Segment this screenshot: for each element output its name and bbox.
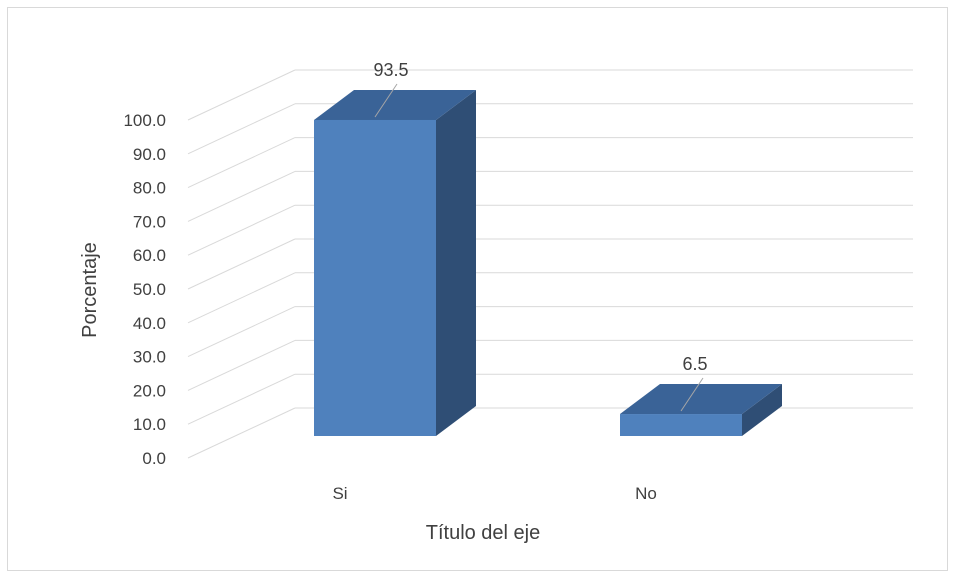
data-label-leader: [374, 83, 398, 118]
bar-side: [742, 384, 782, 436]
gridline-diag: [187, 306, 296, 358]
bar-top: [620, 384, 782, 415]
gridline-diag: [187, 272, 296, 324]
y-tick-label: 40.0: [133, 314, 166, 333]
gridline-diag: [187, 339, 296, 391]
y-tick-label: 80.0: [133, 179, 166, 198]
data-label-leaders: [374, 83, 704, 412]
chart-area: [7, 7, 948, 571]
gridline-diag: [187, 137, 296, 189]
data-label: 93.5: [373, 60, 408, 80]
x-axis-title: Título del eje: [426, 522, 541, 544]
gridlines: [187, 69, 913, 459]
y-tick-label: 90.0: [133, 145, 166, 164]
gridline-diag: [187, 373, 296, 425]
y-tick-label: 60.0: [133, 246, 166, 265]
y-axis-ticks: 0.0 10.0 20.0 30.0 40.0 50.0 60.0 70.0 80.0 90.0 1…: [123, 111, 166, 468]
gridline-diag: [187, 69, 296, 121]
data-label: 6.5: [682, 354, 707, 374]
y-tick-label: 10.0: [133, 415, 166, 434]
gridline-diag: [187, 204, 296, 256]
x-category-label: No: [635, 484, 657, 503]
gridline-diag: [187, 170, 296, 222]
y-tick-label: 100.0: [123, 111, 166, 130]
y-tick-label: 70.0: [133, 212, 166, 231]
bar: [314, 119, 436, 436]
gridline-diag: [187, 238, 296, 290]
gridline-diag: [187, 407, 296, 459]
y-tick-label: 0.0: [142, 449, 166, 468]
bars: [314, 89, 782, 436]
y-axis-title: Porcentaje: [79, 242, 101, 338]
y-tick-label: 50.0: [133, 280, 166, 299]
bar-side: [436, 89, 476, 436]
bar: [620, 414, 742, 436]
y-tick-label: 30.0: [133, 348, 166, 367]
x-axis-categories: Si No: [332, 484, 656, 503]
y-tick-label: 20.0: [133, 381, 166, 400]
gridline-diag: [187, 103, 296, 155]
bar-top: [314, 89, 476, 120]
data-labels: 93.5 6.5: [373, 60, 707, 374]
x-category-label: Si: [332, 484, 347, 503]
data-label-leader: [680, 377, 704, 412]
